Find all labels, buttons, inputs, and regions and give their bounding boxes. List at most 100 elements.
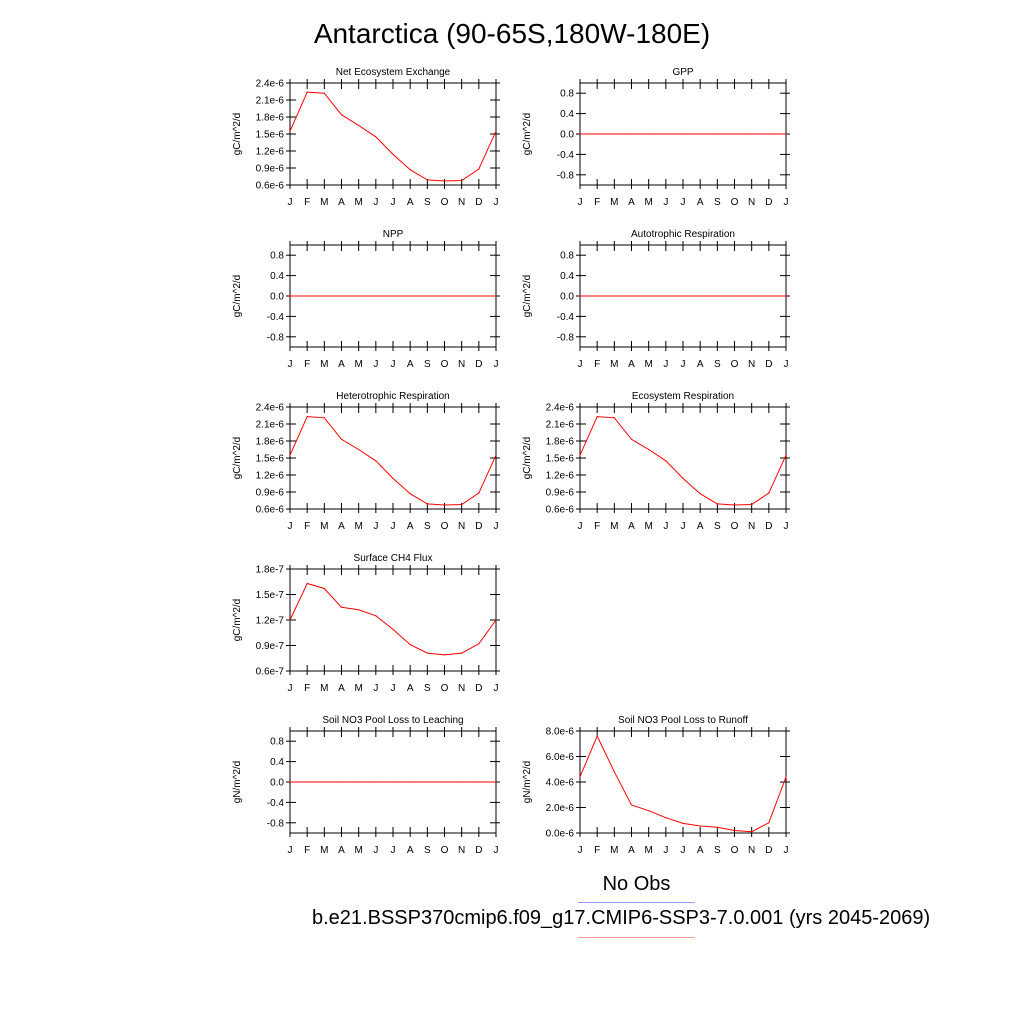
x-tick-label: O (441, 845, 449, 856)
x-tick-label: M (354, 683, 362, 694)
y-tick-label: 1.2e-6 (546, 471, 575, 482)
data-point (682, 822, 684, 825)
data-point (768, 295, 770, 297)
series-line (289, 91, 497, 182)
x-tick-label: F (304, 521, 310, 532)
series-line (579, 734, 787, 833)
y-tick-label: 2.1e-6 (546, 420, 575, 431)
y-tick-label: -0.8 (557, 332, 575, 343)
data-point (323, 587, 325, 590)
y-tick-label: 6.0e-6 (546, 752, 575, 763)
x-tick-label: M (644, 845, 652, 856)
data-point (306, 781, 308, 783)
x-tick-label: J (391, 359, 396, 370)
chart-autotrophic-respiration: Autotrophic Respiration gC/m^2/d -0.8 -0.4 0… (522, 229, 790, 370)
data-point (426, 652, 428, 654)
y-tick-label: 0.8 (560, 89, 574, 100)
data-point (443, 504, 446, 506)
x-tick-label: A (697, 359, 704, 370)
x-tick-label: D (475, 683, 482, 694)
data-point (409, 295, 411, 297)
data-point (340, 295, 343, 297)
data-point (409, 781, 411, 783)
y-tick-label: -0.8 (557, 170, 575, 181)
x-tick-label: J (663, 197, 668, 208)
y-tick-label: 0.8 (270, 737, 284, 748)
x-tick-label: A (407, 359, 414, 370)
x-tick-label: S (424, 359, 431, 370)
x-tick-label: N (458, 197, 465, 208)
y-axis-label: gN/m^2/d (522, 761, 533, 804)
y-tick-label: 1.2e-7 (256, 616, 285, 627)
x-tick-label: A (338, 359, 345, 370)
data-point (426, 503, 428, 505)
x-tick-label: D (475, 197, 482, 208)
series-line (289, 582, 497, 656)
chart-ecosystem-respiration: Ecosystem Respiration gC/m^2/d 0.6e-6 0.9e-… (522, 391, 790, 532)
chart-surface-ch4-flux: Surface CH4 Flux gC/m^2/d 0.6e-7 0.9e-7 1.2e… (232, 553, 500, 694)
data-point (716, 295, 718, 297)
x-tick-label: A (697, 521, 704, 532)
data-point (579, 295, 581, 297)
x-tick-label: A (697, 197, 704, 208)
x-tick-label: J (373, 359, 378, 370)
data-point (443, 781, 446, 783)
y-tick-label: 1.8e-6 (256, 113, 285, 124)
x-tick-label: A (407, 197, 414, 208)
x-tick-label: M (320, 197, 328, 208)
x-tick-label: O (731, 197, 739, 208)
x-tick-label: D (475, 845, 482, 856)
data-point (375, 136, 377, 138)
x-tick-label: J (288, 521, 293, 532)
data-point (426, 295, 428, 297)
x-tick-label: M (354, 359, 362, 370)
y-tick-label: 1.5e-6 (546, 454, 575, 465)
x-tick-label: S (424, 845, 431, 856)
data-point (699, 295, 701, 297)
data-point (785, 295, 787, 297)
y-tick-label: 1.8e-6 (256, 437, 285, 448)
x-tick-label: D (765, 521, 772, 532)
x-tick-label: J (578, 359, 583, 370)
page-title: Antarctica (90-65S,180W-180E) (313, 18, 711, 49)
y-tick-label: -0.4 (267, 798, 285, 809)
data-point (392, 628, 394, 630)
y-tick-label: 1.5e-7 (256, 590, 285, 601)
y-tick-label: -0.8 (267, 818, 285, 829)
data-point (579, 776, 581, 778)
plot-frame (579, 406, 787, 510)
x-tick-label: A (628, 521, 635, 532)
chart-title: Heterotrophic Respiration (336, 391, 449, 402)
x-tick-label: D (765, 845, 772, 856)
x-tick-label: D (765, 359, 772, 370)
data-point (375, 781, 377, 783)
x-tick-label: O (441, 521, 449, 532)
x-tick-label: M (644, 521, 652, 532)
data-point (358, 448, 360, 451)
x-tick-label: M (354, 521, 362, 532)
y-tick-label: 0.8 (560, 251, 574, 262)
x-tick-label: J (373, 845, 378, 856)
y-tick-label: 0.0 (560, 130, 574, 141)
x-tick-label: D (475, 359, 482, 370)
y-tick-label: 0.4 (560, 271, 574, 282)
data-point (323, 92, 325, 94)
x-tick-label: S (714, 845, 721, 856)
x-tick-label: J (663, 521, 668, 532)
y-axis-label: gC/m^2/d (232, 113, 243, 156)
plot-frame (289, 568, 497, 672)
x-tick-label: J (494, 845, 499, 856)
x-tick-label: M (644, 197, 652, 208)
chart-soil-no3-pool-loss-to-leaching: Soil NO3 Pool Loss to Leaching gN/m^2/d -0… (232, 715, 500, 856)
y-tick-label: 0.6e-7 (256, 667, 285, 678)
data-point (409, 493, 411, 495)
chart-title: GPP (672, 67, 693, 78)
data-point (648, 295, 650, 297)
x-tick-label: M (610, 359, 618, 370)
x-tick-label: A (407, 845, 414, 856)
y-axis-label: gC/m^2/d (232, 275, 243, 318)
data-point (392, 477, 394, 479)
x-tick-label: J (784, 197, 789, 208)
x-tick-label: J (373, 197, 378, 208)
y-tick-label: 0.9e-7 (256, 641, 285, 652)
